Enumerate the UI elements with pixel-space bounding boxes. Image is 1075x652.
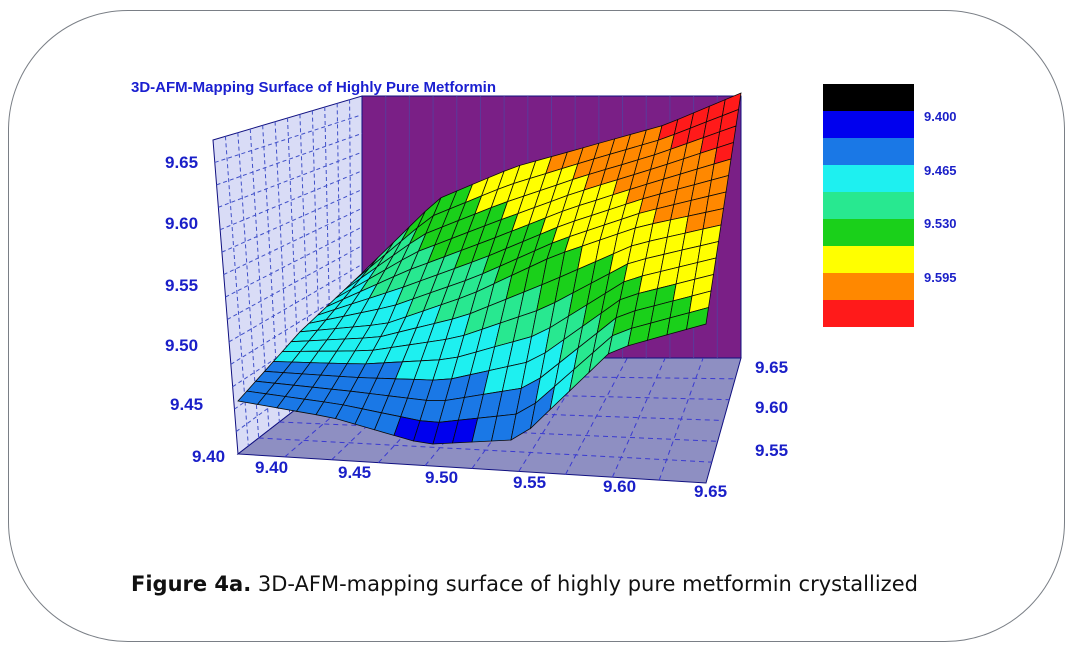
surface-facet — [686, 306, 709, 330]
legend-swatch — [823, 111, 914, 138]
caption-label: Figure 4a. — [131, 572, 252, 596]
floor-gridline — [258, 437, 712, 463]
side-wall-gridline — [214, 114, 363, 163]
legend-swatch — [823, 219, 914, 246]
legend-swatch — [823, 300, 914, 327]
legend-swatch — [823, 246, 914, 273]
y-tick-label: 9.60 — [755, 398, 789, 417]
x-tick-label: 9.60 — [603, 477, 637, 496]
z-tick-label: 9.60 — [165, 214, 199, 233]
figure-caption: Figure 4a. 3D-AFM-mapping surface of hig… — [131, 572, 918, 596]
figure-frame — [8, 10, 1065, 642]
legend-swatch — [823, 165, 914, 192]
side-wall-gridline — [227, 245, 363, 320]
side-wall-gridline — [218, 151, 363, 208]
side-wall-gridline — [219, 170, 363, 231]
side-wall-gridline — [224, 136, 249, 447]
x-tick-label: 9.45 — [338, 463, 372, 482]
legend-swatch — [823, 84, 914, 111]
surface-mesh — [237, 92, 742, 445]
side-wall-gridline — [221, 189, 363, 253]
legend-label: 9.595 — [924, 270, 957, 285]
side-wall-gridline — [223, 207, 363, 276]
x-tick-label: 9.50 — [425, 468, 459, 487]
z-tick-label: 9.65 — [165, 153, 199, 172]
caption-text: 3D-AFM-mapping surface of highly pure me… — [251, 572, 918, 596]
side-wall-gridline — [299, 114, 311, 399]
legend-label: 9.530 — [924, 216, 957, 231]
color-legend — [823, 84, 914, 327]
legend-swatch — [823, 138, 914, 165]
y-tick-label: 9.55 — [755, 441, 789, 460]
side-wall-gridline — [324, 106, 332, 383]
side-wall-gridline — [225, 226, 363, 298]
x-tick-label: 9.55 — [513, 473, 547, 492]
legend-label: 9.400 — [924, 109, 957, 124]
legend-swatch — [823, 192, 914, 219]
legend-label: 9.465 — [924, 163, 957, 178]
z-tick-label: 9.50 — [165, 336, 199, 355]
legend-swatch — [823, 273, 914, 300]
side-wall-gridline — [216, 132, 363, 186]
x-tick-label: 9.40 — [255, 458, 289, 477]
side-wall-gridline — [228, 263, 363, 343]
chart-title: 3D-AFM-Mapping Surface of Highly Pure Me… — [131, 79, 497, 96]
y-tick-label: 9.65 — [755, 358, 789, 377]
x-tick-label: 9.65 — [694, 482, 728, 501]
z-tick-label: 9.45 — [170, 395, 204, 414]
z-tick-label: 9.40 — [192, 447, 226, 466]
z-tick-label: 9.55 — [165, 276, 199, 295]
